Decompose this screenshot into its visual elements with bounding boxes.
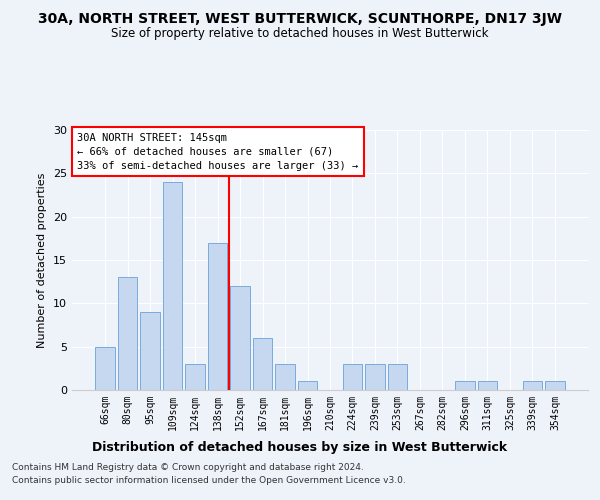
Bar: [478, 382, 497, 390]
Bar: [230, 286, 250, 390]
Bar: [343, 364, 362, 390]
Text: Contains HM Land Registry data © Crown copyright and database right 2024.: Contains HM Land Registry data © Crown c…: [12, 464, 364, 472]
Text: Distribution of detached houses by size in West Butterwick: Distribution of detached houses by size …: [92, 441, 508, 454]
Y-axis label: Number of detached properties: Number of detached properties: [37, 172, 47, 348]
Bar: [163, 182, 182, 390]
Bar: [208, 242, 227, 390]
Bar: [140, 312, 160, 390]
Bar: [298, 382, 317, 390]
Text: Contains public sector information licensed under the Open Government Licence v3: Contains public sector information licen…: [12, 476, 406, 485]
Bar: [545, 382, 565, 390]
Text: 30A, NORTH STREET, WEST BUTTERWICK, SCUNTHORPE, DN17 3JW: 30A, NORTH STREET, WEST BUTTERWICK, SCUN…: [38, 12, 562, 26]
Bar: [455, 382, 475, 390]
Text: 30A NORTH STREET: 145sqm
← 66% of detached houses are smaller (67)
33% of semi-d: 30A NORTH STREET: 145sqm ← 66% of detach…: [77, 132, 358, 170]
Bar: [95, 346, 115, 390]
Bar: [118, 278, 137, 390]
Bar: [365, 364, 385, 390]
Text: Size of property relative to detached houses in West Butterwick: Size of property relative to detached ho…: [111, 28, 489, 40]
Bar: [253, 338, 272, 390]
Bar: [388, 364, 407, 390]
Bar: [185, 364, 205, 390]
Bar: [275, 364, 295, 390]
Bar: [523, 382, 542, 390]
